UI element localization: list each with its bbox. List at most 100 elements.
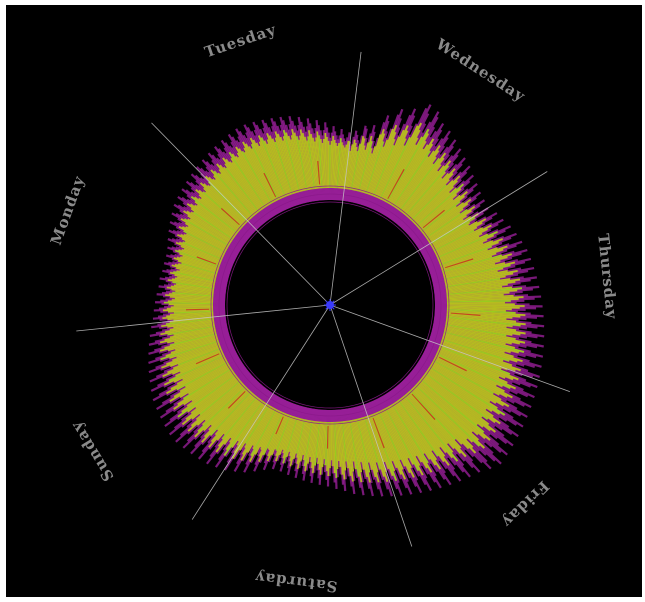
bar <box>402 170 439 215</box>
day-label-tuesday: Tuesday <box>202 20 279 61</box>
bar <box>167 335 218 352</box>
bar <box>335 143 341 189</box>
bar <box>166 306 214 310</box>
bar <box>274 131 297 194</box>
bar <box>178 225 227 253</box>
bar <box>428 215 472 244</box>
bar <box>444 325 516 341</box>
bar <box>238 148 273 205</box>
bar <box>390 144 429 206</box>
bar <box>183 209 233 243</box>
bar <box>238 403 270 451</box>
bar <box>173 320 215 329</box>
bar <box>159 329 216 344</box>
bar <box>173 355 226 383</box>
bar <box>443 262 496 278</box>
bar <box>190 381 243 427</box>
bar <box>164 333 218 349</box>
bar <box>446 306 512 311</box>
bar <box>181 248 221 265</box>
bar <box>418 194 462 231</box>
bar <box>326 136 330 189</box>
grid-ring <box>218 193 442 417</box>
bar <box>410 184 448 222</box>
day-divider-spoke <box>329 51 362 306</box>
bar <box>336 421 342 467</box>
bar <box>439 241 500 266</box>
bar <box>173 256 219 273</box>
bar <box>356 418 370 463</box>
bar <box>446 307 506 313</box>
bar <box>315 421 322 458</box>
bar <box>279 136 299 194</box>
bar <box>440 340 513 367</box>
bar <box>417 381 479 436</box>
bar <box>330 140 333 189</box>
bar <box>183 217 230 247</box>
bar <box>393 402 437 466</box>
bar <box>366 146 385 195</box>
bar <box>431 218 487 250</box>
bar <box>274 415 293 462</box>
bar <box>299 135 311 190</box>
bar <box>348 420 360 477</box>
bar <box>430 221 471 247</box>
bar <box>363 128 386 194</box>
bar <box>298 139 310 191</box>
bar <box>444 326 526 344</box>
bar <box>360 417 379 473</box>
bar <box>186 210 233 242</box>
bar <box>433 356 513 399</box>
bar <box>388 405 428 469</box>
bar <box>276 133 298 194</box>
bar <box>164 322 215 333</box>
bar <box>216 391 253 431</box>
bar <box>350 419 363 473</box>
bar <box>331 135 335 189</box>
bar <box>288 418 302 462</box>
bar <box>444 328 512 345</box>
bar <box>177 275 216 285</box>
bar <box>198 379 242 416</box>
bar <box>181 377 240 426</box>
bar <box>190 203 236 238</box>
bar <box>323 138 327 189</box>
bar <box>183 247 222 264</box>
bar <box>435 354 503 388</box>
bar <box>369 414 394 477</box>
bar <box>437 234 495 261</box>
bar <box>233 402 268 454</box>
bar <box>313 421 321 466</box>
bar <box>179 268 217 280</box>
bar <box>443 330 516 350</box>
bar <box>324 132 329 189</box>
bar <box>438 347 519 381</box>
bar <box>249 137 281 200</box>
bar <box>403 394 459 462</box>
bar <box>180 244 222 263</box>
bar <box>281 416 296 454</box>
bar <box>417 380 486 440</box>
bar <box>185 232 226 254</box>
bar <box>165 293 214 299</box>
bar <box>411 387 477 454</box>
bar <box>446 291 510 299</box>
bar <box>371 413 396 472</box>
bar <box>446 308 516 315</box>
bar <box>349 150 359 191</box>
center-marker-ray <box>325 300 335 310</box>
bar <box>374 129 405 198</box>
bar <box>431 221 478 249</box>
bar <box>357 418 373 471</box>
bar <box>428 365 498 410</box>
bar <box>409 389 463 445</box>
bar <box>189 217 232 245</box>
bar <box>190 195 239 234</box>
bar <box>446 311 521 318</box>
bar <box>366 415 387 473</box>
bar <box>368 414 390 470</box>
bar <box>281 416 297 459</box>
bar <box>248 408 278 463</box>
bar <box>225 399 263 451</box>
bar <box>194 375 238 409</box>
